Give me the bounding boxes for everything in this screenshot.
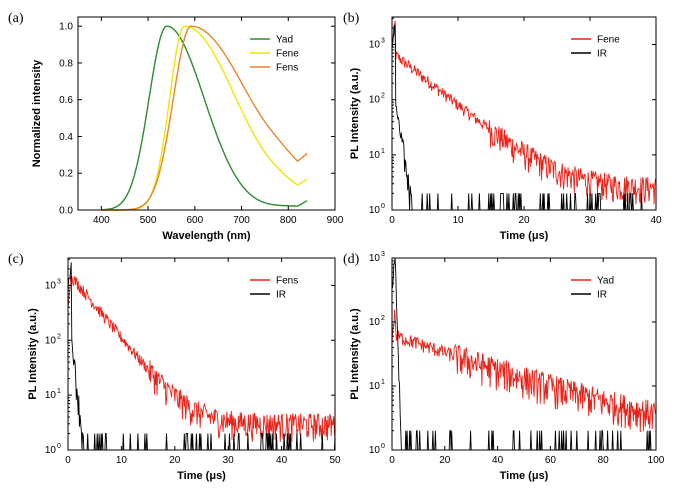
y-tick-exponent: 1 — [381, 148, 385, 155]
y-tick-label: 0.6 — [59, 95, 73, 106]
x-tick-label: 40 — [276, 455, 288, 466]
x-tick-label: 20 — [169, 455, 181, 466]
series-line-yad — [391, 309, 657, 433]
x-tick-label: 20 — [518, 215, 530, 226]
x-tick-label: 40 — [650, 215, 662, 226]
y-tick-label: 0.2 — [59, 169, 73, 180]
panel-label: (b) — [343, 11, 360, 26]
y-tick-exponent: 2 — [57, 333, 61, 340]
y-tick-label: 10 — [369, 40, 381, 51]
x-tick-label: 20 — [439, 455, 451, 466]
y-tick-label: 10 — [369, 253, 381, 264]
y-tick-exponent: 3 — [57, 278, 61, 285]
x-tick-label: 30 — [223, 455, 235, 466]
x-tick-label: 0 — [389, 455, 395, 466]
y-tick-label: 10 — [369, 205, 381, 216]
plot-frame — [391, 16, 657, 211]
panel-label: (c) — [8, 252, 24, 267]
y-axis-label: Normalized intensity — [31, 59, 43, 167]
series-line-ir — [67, 262, 336, 451]
y-tick-exponent: 1 — [381, 379, 385, 386]
x-axis-label: Time (μs) — [500, 470, 549, 482]
y-tick-label: 10 — [45, 390, 57, 401]
x-tick-label: 900 — [327, 215, 344, 226]
y-tick-label: 10 — [45, 280, 57, 291]
y-axis-label: PL Intensity (a.u.) — [349, 308, 361, 400]
legend-label-fene: Fene — [597, 35, 620, 46]
y-axis-label: PL Intensity (a.u.) — [27, 308, 39, 400]
y-tick-label: 10 — [369, 381, 381, 392]
y-tick-exponent: 0 — [381, 443, 385, 450]
x-axis-label: Time (μs) — [177, 470, 226, 482]
y-tick-exponent: 2 — [381, 315, 385, 322]
x-tick-label: 800 — [280, 215, 297, 226]
legend-label-fens: Fens — [276, 63, 298, 74]
y-tick-label: 0.0 — [59, 206, 73, 217]
series-line-ir — [391, 23, 656, 211]
series-line-ir — [391, 257, 656, 451]
y-tick-exponent: 3 — [381, 38, 385, 45]
x-tick-label: 60 — [545, 455, 557, 466]
x-axis-label: Time (μs) — [500, 230, 549, 242]
series-line-fene — [391, 20, 657, 205]
y-axis-label: PL Intensity (a.u.) — [349, 67, 361, 159]
x-tick-label: 40 — [492, 455, 504, 466]
x-tick-label: 600 — [186, 215, 203, 226]
series-line-yad — [101, 25, 308, 211]
y-tick-label: 1.0 — [59, 22, 73, 33]
y-tick-exponent: 1 — [57, 388, 61, 395]
panel-label: (a) — [8, 11, 24, 26]
y-tick-label: 0.8 — [59, 58, 73, 69]
legend-label-ir: IR — [597, 49, 607, 60]
plot-frame — [391, 257, 657, 451]
x-tick-label: 50 — [329, 455, 341, 466]
x-tick-label: 500 — [140, 215, 157, 226]
panel-a: (a) 400 500 600 700 800 900 0.0 0.2 0.4 0.6 0.8 1.0 W… — [8, 11, 344, 242]
y-tick-exponent: 2 — [381, 93, 385, 100]
legend-label-ir: IR — [597, 290, 607, 301]
legend-label-fene: Fene — [276, 49, 299, 60]
x-tick-label: 0 — [65, 455, 71, 466]
x-tick-label: 80 — [598, 455, 610, 466]
legend-label-fens: Fens — [276, 276, 298, 287]
x-tick-label: 10 — [116, 455, 128, 466]
legend-label-yad: Yad — [276, 35, 293, 46]
y-tick-label: 10 — [369, 317, 381, 328]
x-tick-label: 100 — [648, 455, 665, 466]
y-tick-exponent: 0 — [381, 203, 385, 210]
x-tick-label: 30 — [584, 215, 596, 226]
series-line-fens — [67, 275, 336, 443]
y-tick-label: 0.4 — [59, 132, 73, 143]
x-tick-label: 700 — [233, 215, 250, 226]
y-tick-label: 10 — [369, 150, 381, 161]
y-tick-label: 10 — [369, 95, 381, 106]
x-tick-label: 10 — [452, 215, 464, 226]
legend-label-ir: IR — [276, 290, 286, 301]
y-tick-label: 10 — [369, 445, 381, 456]
series-line-fens — [101, 25, 308, 211]
y-tick-exponent: 3 — [381, 251, 385, 258]
y-tick-label: 10 — [45, 335, 57, 346]
y-tick-exponent: 0 — [57, 443, 61, 450]
plot-frame — [67, 257, 336, 451]
legend-label-yad: Yad — [597, 276, 614, 287]
plot-frame — [77, 16, 336, 211]
y-tick-label: 10 — [45, 445, 57, 456]
x-axis-label: Wavelength (nm) — [162, 230, 251, 242]
panel-label: (d) — [343, 252, 360, 267]
x-tick-label: 0 — [389, 215, 395, 226]
x-tick-label: 400 — [93, 215, 110, 226]
